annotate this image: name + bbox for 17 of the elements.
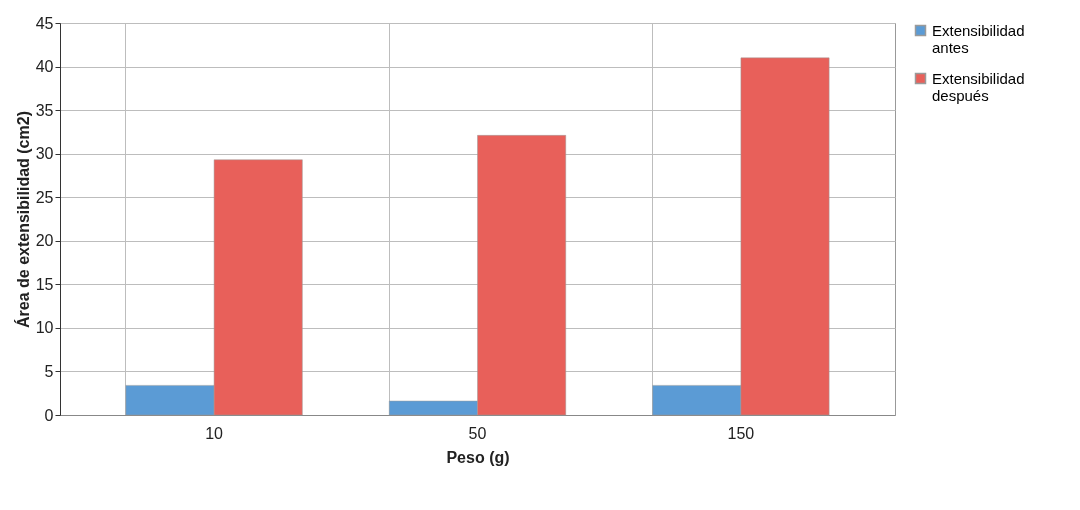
y-tick-label: 10 xyxy=(35,319,54,337)
y-tick-label: 45 xyxy=(35,14,54,32)
x-tick-label: 150 xyxy=(727,424,755,442)
legend-label: Extensibilidad después xyxy=(932,69,1025,104)
y-tick-label: 15 xyxy=(35,275,54,293)
y-tick-label: 30 xyxy=(35,145,54,163)
y-tick-label: 0 xyxy=(44,406,54,424)
x-tick-label: 10 xyxy=(205,424,224,442)
y-tick-label: 25 xyxy=(35,188,54,206)
y-tick-label: 40 xyxy=(35,58,54,76)
y-tick-label: 35 xyxy=(35,101,54,119)
y-tick-label: 5 xyxy=(44,362,54,380)
legend-label: Extensibilidad antes xyxy=(932,21,1025,56)
x-tick-label: 50 xyxy=(468,424,487,442)
x-axis-title: Peso (g) xyxy=(446,448,510,466)
y-axis-title: Área de extensibilidad (cm2) xyxy=(13,111,32,328)
y-tick-label: 20 xyxy=(35,232,54,250)
